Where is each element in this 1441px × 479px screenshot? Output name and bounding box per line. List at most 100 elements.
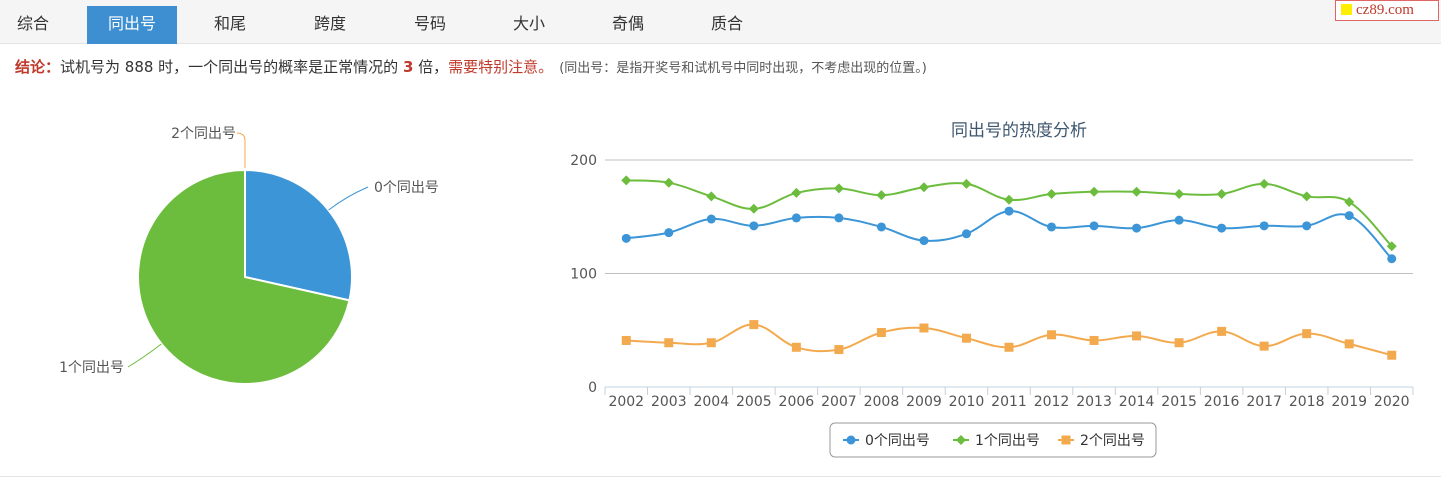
brand-square-icon [1341, 4, 1352, 15]
series-2-point-3 [749, 320, 759, 330]
pie-connector-2 [236, 132, 246, 168]
series-0-point-14 [1217, 223, 1227, 233]
conclusion-line: 结论：试机号为 888 时，一个同出号的概率是正常情况的 3 倍，需要特别注意。… [15, 56, 927, 77]
series-0-point-2 [706, 214, 716, 224]
series-0-point-1 [664, 228, 674, 238]
series-2-point-14 [1217, 326, 1227, 336]
series-1-point-18 [1386, 241, 1397, 252]
x-tick-label-1: 2003 [651, 394, 687, 410]
tab-jiou[interactable]: 奇偶 [611, 14, 644, 33]
x-tick-label-8: 2010 [949, 394, 985, 410]
series-0-point-11 [1089, 221, 1099, 231]
series-1-point-10 [1046, 189, 1057, 200]
series-2-point-4 [791, 342, 801, 352]
series-2-point-6 [876, 328, 886, 338]
series-1-point-17 [1344, 196, 1355, 207]
tab-zonghe[interactable]: 综合 [16, 14, 49, 33]
x-tick-label-18: 2020 [1374, 394, 1410, 410]
x-tick-label-4: 2006 [779, 394, 815, 410]
series-1-point-5 [833, 183, 844, 194]
series-2-point-5 [834, 345, 844, 355]
series-1-point-8 [961, 178, 972, 189]
conclusion-warn: 需要特别注意。 [448, 58, 554, 76]
pie-chart: 0个同出号 1个同出号 2个同出号 [59, 126, 439, 385]
series-2-point-9 [1004, 342, 1014, 352]
series-1-point-11 [1089, 186, 1100, 197]
brand-logo[interactable]: cz89.com [1335, 0, 1439, 21]
series-0-point-4 [791, 213, 801, 223]
series-2-point-10 [1047, 330, 1057, 340]
series-2-point-18 [1387, 350, 1397, 360]
pie-connector-0 [328, 186, 369, 211]
series-0-point-18 [1387, 254, 1397, 264]
series-1-point-14 [1216, 189, 1227, 200]
x-tick-label-5: 2007 [821, 394, 857, 410]
legend-marker-1 [956, 435, 966, 445]
series-2-point-15 [1259, 341, 1269, 351]
series-1-point-2 [706, 191, 717, 202]
series-0-point-15 [1259, 221, 1269, 231]
series-1-point-6 [876, 190, 887, 201]
pie-label-2: 2个同出号 [171, 126, 236, 142]
series-2-point-8 [961, 333, 971, 343]
x-tick-label-14: 2016 [1204, 394, 1240, 410]
series-2-point-16 [1302, 329, 1312, 339]
legend-label-1: 1个同出号 [975, 433, 1040, 449]
conclusion-text2: 倍， [413, 58, 449, 76]
tab-haoma[interactable]: 号码 [413, 14, 446, 33]
series-1-point-13 [1174, 189, 1185, 200]
series-0-point-10 [1047, 222, 1057, 232]
x-tick-label-10: 2012 [1034, 394, 1070, 410]
legend-marker-0 [846, 435, 856, 445]
series-0-point-6 [876, 222, 886, 232]
x-tick-label-7: 2009 [906, 394, 942, 410]
pie-slice-0 [244, 168, 353, 302]
brand-text: cz89.com [1356, 2, 1414, 18]
series-1-point-16 [1301, 191, 1312, 202]
series-2-point-12 [1132, 331, 1142, 341]
x-tick-label-0: 2002 [608, 394, 644, 410]
series-1-point-1 [663, 177, 674, 188]
series-2-point-17 [1344, 339, 1354, 349]
tab-zhihe[interactable]: 质合 [710, 14, 743, 33]
series-2-point-7 [919, 323, 929, 333]
series-0-point-16 [1302, 221, 1312, 231]
series-1-point-4 [791, 187, 802, 198]
line-chart: 同出号的热度分析 0 100 200 2002 2003 2004 2005 2006 2007 2… [570, 121, 1414, 458]
x-tick-label-13: 2015 [1161, 394, 1197, 410]
conclusion-note: (同出号：是指开奖号和试机号中同时出现，不考虑出现的位置。) [559, 61, 927, 76]
legend-marker-2 [1061, 435, 1071, 445]
series-2-point-1 [664, 338, 674, 348]
series-1-point-15 [1259, 178, 1270, 189]
series-0-point-3 [749, 221, 759, 231]
series-2-point-13 [1174, 338, 1184, 348]
pie-connector-1 [127, 343, 162, 368]
series-2-point-2 [706, 338, 716, 348]
series-1-point-12 [1131, 186, 1142, 197]
tab-hewei[interactable]: 和尾 [213, 14, 246, 33]
x-tick-label-12: 2014 [1119, 394, 1155, 410]
line-chart-title: 同出号的热度分析 [951, 121, 1087, 141]
conclusion-text1: 试机号为 888 时，一个同出号的概率是正常情况的 [60, 58, 403, 76]
series-0-point-12 [1132, 223, 1142, 233]
legend-box [829, 422, 1157, 458]
tab-kuadu[interactable]: 跨度 [313, 14, 346, 33]
series-1-point-0 [621, 175, 632, 186]
series-2-point-0 [621, 335, 631, 345]
series-1-point-9 [1004, 194, 1014, 205]
tab-tongchuhao[interactable]: 同出号 [87, 6, 177, 44]
x-tick-label-9: 2011 [991, 394, 1027, 410]
x-tick-label-15: 2017 [1246, 394, 1282, 410]
tab-daxiao[interactable]: 大小 [512, 14, 545, 33]
series-0-point-5 [834, 213, 844, 223]
series-0-point-13 [1174, 215, 1184, 225]
bottom-divider [0, 476, 1441, 477]
series-0-point-9 [1004, 206, 1014, 216]
x-tick-label-3: 2005 [736, 394, 772, 410]
x-tick-label-16: 2018 [1289, 394, 1325, 410]
series-0-point-8 [961, 229, 971, 239]
x-tick-label-6: 2008 [864, 394, 900, 410]
series-1-point-3 [748, 203, 759, 214]
y-tick-label-1: 100 [570, 267, 597, 283]
series-line-0 [626, 210, 1393, 260]
